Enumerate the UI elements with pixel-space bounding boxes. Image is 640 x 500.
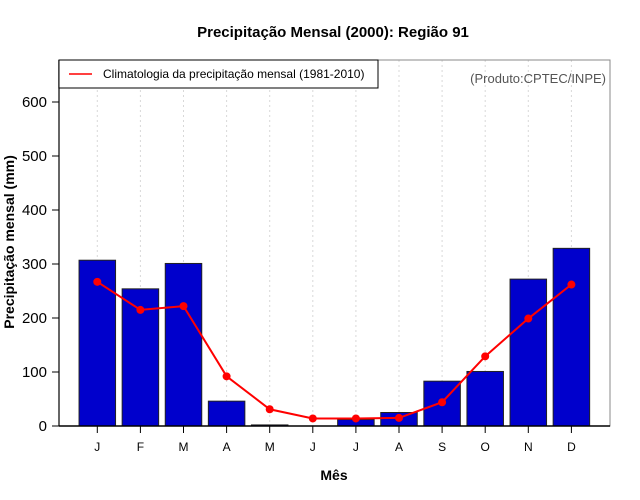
bar-0	[78, 259, 117, 427]
x-tick-label: D	[567, 440, 576, 454]
y-axis-title: Precipitação mensal (mm)	[1, 155, 17, 329]
legend: Climatologia da precipitação mensal (198…	[58, 59, 379, 89]
y-tick-label: 400	[22, 202, 47, 219]
climatology-line	[96, 280, 573, 420]
bar-2	[164, 262, 203, 427]
climatology-point-1	[136, 305, 145, 314]
x-tick-label: S	[438, 440, 446, 454]
y-tick-label: 200	[22, 310, 47, 327]
climatology-point-10	[524, 314, 533, 323]
x-axis-title: Mês	[320, 467, 347, 483]
climatology-point-6	[351, 414, 360, 423]
bar-11	[552, 247, 591, 427]
climatology-point-7	[395, 413, 403, 422]
y-tick-label: 0	[39, 418, 47, 435]
x-tick-label: A	[395, 440, 403, 454]
bars-group	[78, 247, 591, 427]
x-tick-label: M	[179, 440, 189, 454]
climatology-point-11	[567, 280, 576, 289]
climatology-point-2	[179, 302, 188, 311]
climatology-line-group	[93, 277, 576, 423]
y-tick-label: 300	[22, 256, 47, 273]
bar-9	[466, 370, 504, 427]
x-tick-label: J	[310, 440, 316, 454]
y-tick-label: 600	[22, 94, 47, 111]
chart-title: Precipitação Mensal (2000): Região 91	[197, 24, 469, 41]
climatology-point-9	[481, 352, 490, 361]
x-tick-label: N	[524, 440, 533, 454]
y-tick-label: 500	[22, 148, 47, 165]
climatology-point-0	[93, 277, 102, 286]
y-tick-label: 100	[22, 364, 47, 381]
x-tick-label: F	[137, 440, 144, 454]
x-tick-label: A	[223, 440, 231, 454]
climatology-point-4	[265, 405, 274, 414]
climatology-point-8	[438, 398, 447, 407]
climatology-point-3	[222, 372, 231, 381]
y-axis-ticks: 0 100 200 300 400 500 600	[22, 94, 59, 435]
x-tick-label: J	[353, 440, 359, 454]
bar-3	[207, 400, 246, 427]
x-tick-label: J	[94, 440, 100, 454]
x-tick-label: M	[265, 440, 275, 454]
x-tick-label: O	[481, 440, 490, 454]
product-credit: (Produto:CPTEC/INPE)	[470, 71, 606, 86]
bar-10	[509, 278, 548, 427]
climatology-point-5	[308, 414, 317, 423]
legend-label: Climatologia da precipitação mensal (198…	[103, 67, 364, 81]
legend-box	[58, 59, 379, 89]
